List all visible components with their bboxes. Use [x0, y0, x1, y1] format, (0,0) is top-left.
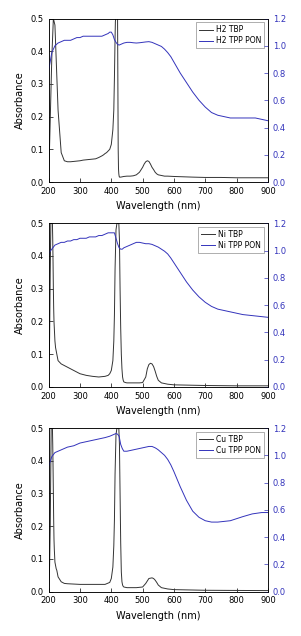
Legend: H2 TBP, H2 TPP PON: H2 TBP, H2 TPP PON	[196, 22, 264, 48]
Ni TPP PON	[203, 298, 207, 306]
Ni TBP	[149, 359, 152, 367]
H2 TPP PON	[103, 31, 107, 39]
Cu TPP PON	[111, 431, 115, 439]
X-axis label: Wavelength (nm): Wavelength (nm)	[116, 202, 200, 211]
Ni TPP PON	[88, 233, 91, 240]
H2 TPP PON	[125, 39, 129, 46]
Line: Cu TBP: Cu TBP	[49, 428, 268, 591]
Cu TPP PON	[266, 509, 270, 516]
Line: Ni TPP PON: Ni TPP PON	[49, 233, 268, 317]
Cu TBP	[266, 587, 270, 595]
Legend: Cu TBP, Cu TPP PON: Cu TBP, Cu TPP PON	[196, 432, 264, 458]
Line: H2 TPP PON: H2 TPP PON	[49, 32, 268, 121]
Line: Ni TBP: Ni TBP	[49, 223, 268, 387]
Cu TPP PON	[163, 452, 166, 459]
Cu TBP	[115, 424, 119, 432]
Cu TBP	[118, 490, 122, 497]
H2 TPP PON	[163, 45, 166, 53]
Y-axis label: Absorbance: Absorbance	[15, 481, 25, 539]
H2 TBP	[152, 166, 155, 174]
Cu TBP	[119, 539, 123, 546]
H2 TPP PON	[47, 67, 51, 74]
Ni TPP PON	[157, 244, 160, 251]
Cu TPP PON	[153, 444, 157, 452]
Ni TPP PON	[169, 254, 172, 262]
Ni TPP PON	[91, 233, 94, 240]
Cu TPP PON	[47, 462, 51, 470]
H2 TPP PON	[260, 116, 263, 123]
H2 TPP PON	[266, 117, 270, 125]
Ni TBP	[152, 363, 155, 370]
Cu TBP	[91, 581, 94, 588]
Ni TBP	[72, 366, 76, 374]
H2 TBP	[117, 170, 121, 177]
Ni TBP	[47, 383, 51, 391]
H2 TPP PON	[100, 32, 104, 40]
Cu TPP PON	[210, 518, 213, 526]
Y-axis label: Absorbance: Absorbance	[15, 276, 25, 334]
Cu TPP PON	[191, 508, 194, 515]
H2 TBP	[51, 15, 55, 22]
Ni TPP PON	[241, 311, 245, 319]
Cu TPP PON	[160, 449, 163, 457]
H2 TBP	[113, 74, 116, 81]
Cu TBP	[51, 441, 54, 448]
Line: H2 TBP: H2 TBP	[49, 18, 268, 182]
Ni TBP	[266, 382, 270, 390]
Cu TBP	[112, 542, 116, 550]
Ni TBP	[113, 265, 117, 273]
Ni TPP PON	[266, 314, 270, 321]
H2 TPP PON	[108, 29, 112, 36]
X-axis label: Wavelength (nm): Wavelength (nm)	[116, 406, 200, 416]
Ni TPP PON	[47, 249, 51, 257]
Ni TBP	[157, 377, 160, 384]
Ni TBP	[49, 219, 53, 227]
Line: Cu TPP PON: Cu TPP PON	[49, 434, 268, 522]
Cu TBP	[47, 588, 51, 595]
Cu TPP PON	[114, 430, 118, 438]
H2 TBP	[47, 178, 51, 186]
Cu TBP	[49, 424, 53, 432]
Y-axis label: Absorbance: Absorbance	[15, 71, 25, 129]
H2 TPP PON	[120, 40, 124, 48]
H2 TBP	[266, 174, 270, 182]
Ni TPP PON	[106, 229, 110, 237]
Cu TPP PON	[155, 445, 159, 453]
H2 TBP	[125, 172, 129, 180]
Legend: Ni TBP, Ni TPP PON: Ni TBP, Ni TPP PON	[198, 227, 264, 253]
H2 TBP	[132, 172, 135, 179]
Ni TBP	[54, 343, 57, 351]
X-axis label: Wavelength (nm): Wavelength (nm)	[116, 611, 200, 621]
H2 TBP	[69, 158, 73, 165]
